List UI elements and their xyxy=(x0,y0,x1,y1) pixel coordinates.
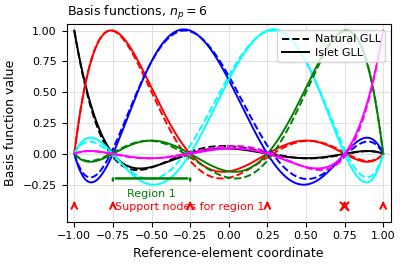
Y-axis label: Basis function value: Basis function value xyxy=(4,60,17,186)
X-axis label: Reference-element coordinate: Reference-element coordinate xyxy=(134,247,324,260)
Text: Region 1: Region 1 xyxy=(127,189,176,199)
Legend: Natural GLL, Islet GLL: Natural GLL, Islet GLL xyxy=(277,30,385,62)
Text: Support nodes for region 1: Support nodes for region 1 xyxy=(116,202,265,213)
Text: ×: × xyxy=(337,198,352,216)
Text: Basis functions, $n_p = 6$: Basis functions, $n_p = 6$ xyxy=(66,4,207,22)
